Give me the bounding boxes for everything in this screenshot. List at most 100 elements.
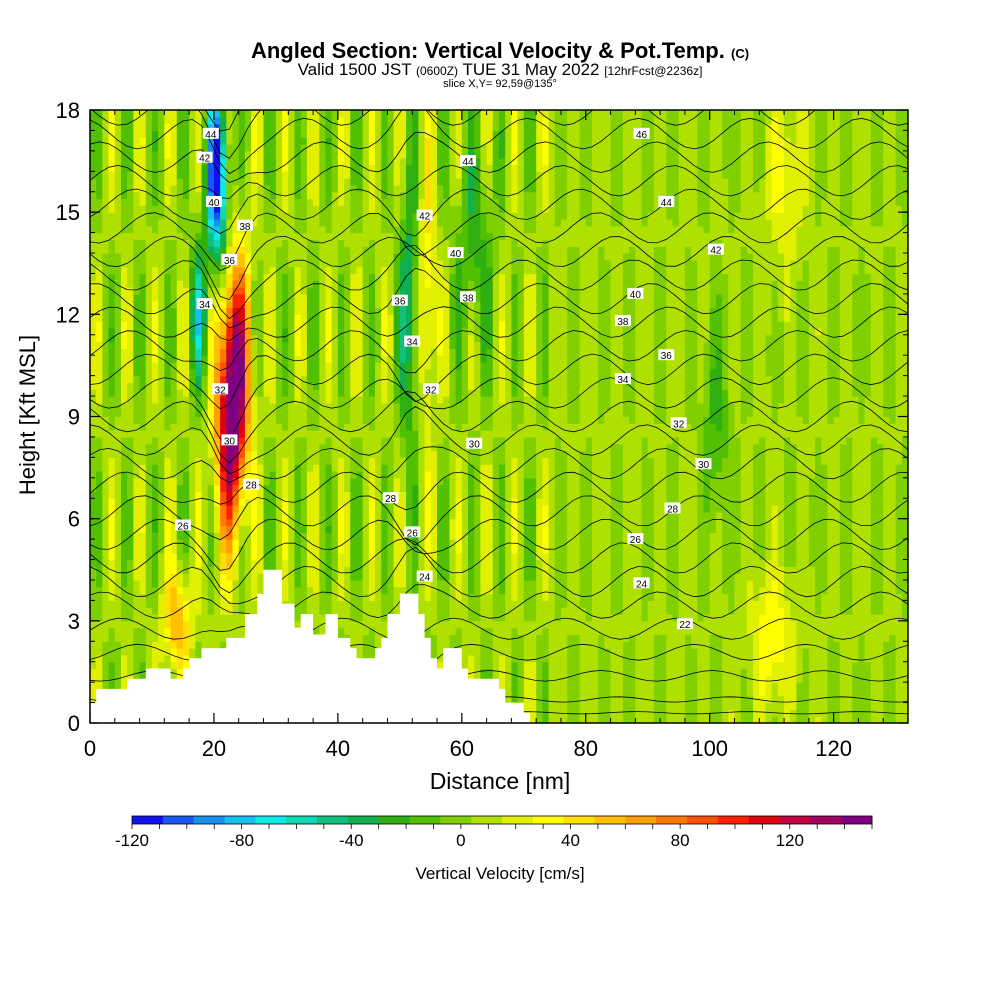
velocity-cell <box>294 314 302 322</box>
velocity-cell <box>350 402 358 411</box>
velocity-cell <box>399 457 407 465</box>
velocity-cell <box>151 116 159 125</box>
velocity-cell <box>213 110 221 118</box>
velocity-cell <box>90 648 97 656</box>
velocity-cell <box>375 579 382 588</box>
velocity-cell <box>151 505 159 513</box>
velocity-cell <box>139 409 147 418</box>
velocity-cell <box>120 491 128 499</box>
velocity-cell <box>213 218 221 227</box>
velocity-cell <box>238 341 246 349</box>
velocity-cell <box>207 280 215 288</box>
velocity-cell <box>294 273 302 281</box>
velocity-cell <box>201 273 209 281</box>
velocity-cell <box>139 518 147 527</box>
velocity-cell <box>275 123 283 132</box>
velocity-cell <box>337 218 345 227</box>
velocity-cell <box>189 545 196 554</box>
velocity-cell <box>195 389 203 397</box>
velocity-cell <box>306 307 314 315</box>
velocity-cell <box>133 123 141 132</box>
velocity-cell <box>313 205 320 213</box>
velocity-cell <box>257 341 265 349</box>
velocity-cell <box>424 470 432 479</box>
velocity-cell <box>406 545 413 554</box>
velocity-cell <box>133 477 141 486</box>
velocity-cell <box>356 409 364 418</box>
velocity-cell <box>257 355 265 363</box>
velocity-cell <box>418 327 426 336</box>
velocity-cell <box>350 593 358 601</box>
velocity-cell <box>331 355 339 363</box>
velocity-cell <box>195 607 203 615</box>
velocity-cell <box>90 491 97 499</box>
velocity-cell <box>331 137 339 145</box>
velocity-cell <box>201 334 209 343</box>
velocity-cell <box>158 436 165 445</box>
velocity-cell <box>337 477 345 486</box>
velocity-cell <box>182 259 190 268</box>
velocity-cell <box>133 559 141 567</box>
velocity-cell <box>102 157 110 166</box>
velocity-cell <box>114 648 122 656</box>
velocity-cell <box>213 416 221 424</box>
velocity-cell <box>133 436 141 445</box>
velocity-cell <box>319 300 327 309</box>
velocity-cell <box>375 634 382 642</box>
velocity-cell <box>393 280 401 288</box>
velocity-cell <box>337 498 345 506</box>
velocity-cell <box>114 368 122 377</box>
velocity-cell <box>127 416 134 424</box>
velocity-cell <box>356 498 364 506</box>
velocity-cell <box>164 212 172 220</box>
velocity-cell <box>189 348 196 356</box>
velocity-cell <box>189 423 196 431</box>
velocity-cell <box>368 144 376 152</box>
velocity-cell <box>282 198 289 206</box>
velocity-cell <box>313 232 320 241</box>
velocity-cell <box>108 280 116 288</box>
velocity-cell <box>313 389 320 397</box>
velocity-cell <box>269 157 277 166</box>
velocity-cell <box>251 505 258 513</box>
velocity-cell <box>102 232 110 241</box>
velocity-cell <box>368 382 376 390</box>
velocity-cell <box>90 416 97 424</box>
velocity-cell <box>337 253 345 261</box>
velocity-cell <box>300 218 308 227</box>
velocity-cell <box>399 341 407 349</box>
velocity-cell <box>375 150 382 159</box>
velocity-cell <box>151 327 159 336</box>
velocity-cell <box>387 443 395 452</box>
velocity-cell <box>90 157 97 166</box>
velocity-cell <box>139 573 147 581</box>
velocity-cell <box>313 164 320 172</box>
velocity-cell <box>362 586 370 595</box>
velocity-cell <box>244 232 252 241</box>
velocity-cell <box>232 505 240 513</box>
velocity-cell <box>90 150 97 159</box>
velocity-cell <box>288 464 296 472</box>
velocity-cell <box>207 511 215 520</box>
velocity-cell <box>306 246 314 254</box>
velocity-cell <box>368 178 376 186</box>
velocity-cell <box>244 321 252 329</box>
velocity-cell <box>164 375 172 384</box>
velocity-cell <box>325 273 333 281</box>
velocity-cell <box>313 137 320 145</box>
velocity-cell <box>412 157 420 166</box>
velocity-cell <box>251 511 258 520</box>
velocity-cell <box>151 191 159 200</box>
velocity-cell <box>127 293 134 302</box>
velocity-cell <box>238 498 246 506</box>
velocity-cell <box>164 246 172 254</box>
velocity-cell <box>176 300 184 309</box>
velocity-cell <box>114 239 122 247</box>
velocity-cell <box>294 218 302 227</box>
velocity-cell <box>220 266 227 275</box>
velocity-cell <box>90 300 97 309</box>
velocity-cell <box>238 470 246 479</box>
velocity-cell <box>158 498 165 506</box>
velocity-cell <box>381 559 389 567</box>
velocity-cell <box>393 334 401 343</box>
